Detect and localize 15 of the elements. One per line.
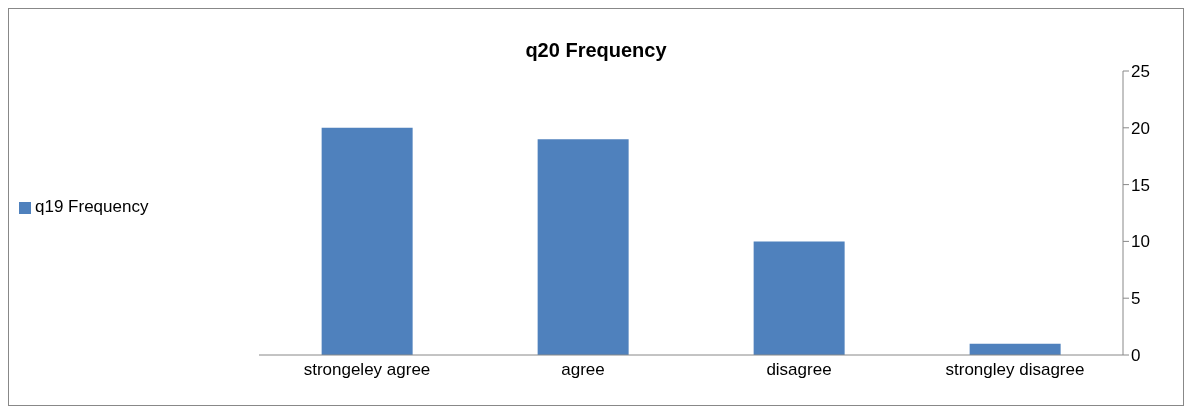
y-tick-label: 20	[1131, 118, 1150, 138]
y-tick-label: 0	[1131, 346, 1141, 366]
bar	[537, 139, 629, 355]
x-tick-label: disagree	[766, 360, 832, 380]
y-tick-label: 15	[1131, 175, 1150, 195]
bar	[753, 241, 845, 355]
legend-label: q19 Frequency	[35, 197, 149, 216]
x-tick-label: strongley disagree	[945, 360, 1085, 380]
y-tick-label: 10	[1131, 232, 1150, 252]
bar	[321, 127, 413, 355]
y-tick-label: 5	[1131, 289, 1141, 309]
x-tick-label: agree	[561, 360, 605, 380]
chart-title: q20 Frequency	[524, 39, 668, 62]
x-tick-label: strongeley agree	[303, 360, 431, 380]
y-tick-label: 25	[1131, 62, 1150, 82]
